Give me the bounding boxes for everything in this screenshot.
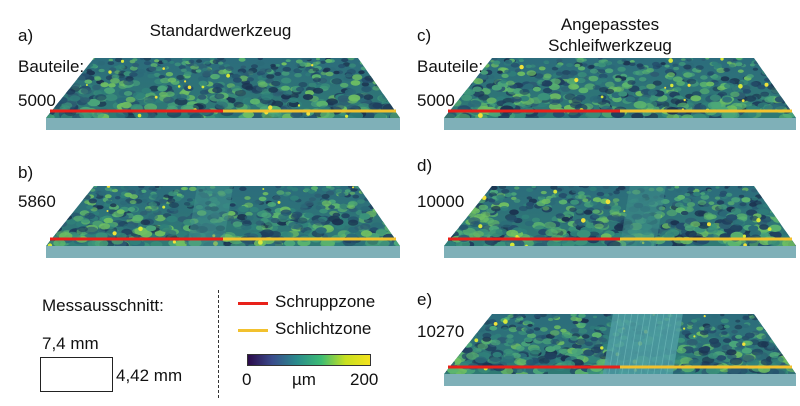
colorbar [247,354,371,366]
panel-a-caption-line1: Bauteile: [18,57,85,76]
measurement-title: Messausschnitt: [42,296,164,315]
colorbar-unit-label: µm [292,370,316,389]
panel-c-label: c) [417,26,432,45]
panel-e-label: e) [417,290,433,309]
legend-schlichtzone-label: Schlichtzone [275,319,372,338]
panel-e-caption-line1: 10270 [417,322,465,341]
legend-schruppzone-label: Schruppzone [275,292,376,311]
panel-a-caption-line2: 5000 [18,91,56,110]
legend-schruppzone-swatch [238,302,268,305]
legend-schlichtzone-swatch [238,329,268,332]
colorbar-min-label: 0 [242,370,252,389]
right-column-title-line1: Angepasstes [560,15,660,34]
dashed-divider [218,290,219,398]
surface-panel-d [442,180,798,266]
colorbar-max-label: 200 [350,370,379,389]
right-column-title-line2: Schleifwerkzeug [548,36,672,55]
surface-panel-a [44,52,402,138]
measurement-height-label: 4,42 mm [116,366,183,385]
panel-d-caption-line1: 10000 [417,192,465,211]
panel-b-label: b) [18,163,34,182]
measurement-rectangle [40,357,113,392]
panel-d-label: d) [417,156,433,175]
panel-c-caption-line1: Bauteile: [417,57,484,76]
surface-panel-c [442,52,798,138]
panel-b-caption-line1: 5860 [18,192,56,211]
surface-panel-e [442,308,798,394]
surface-panel-b [44,180,402,266]
panel-c-caption-line2: 5000 [417,91,455,110]
measurement-width-label: 7,4 mm [42,334,99,353]
left-column-title: Standardwerkzeug [149,21,292,40]
panel-a-label: a) [18,26,34,45]
